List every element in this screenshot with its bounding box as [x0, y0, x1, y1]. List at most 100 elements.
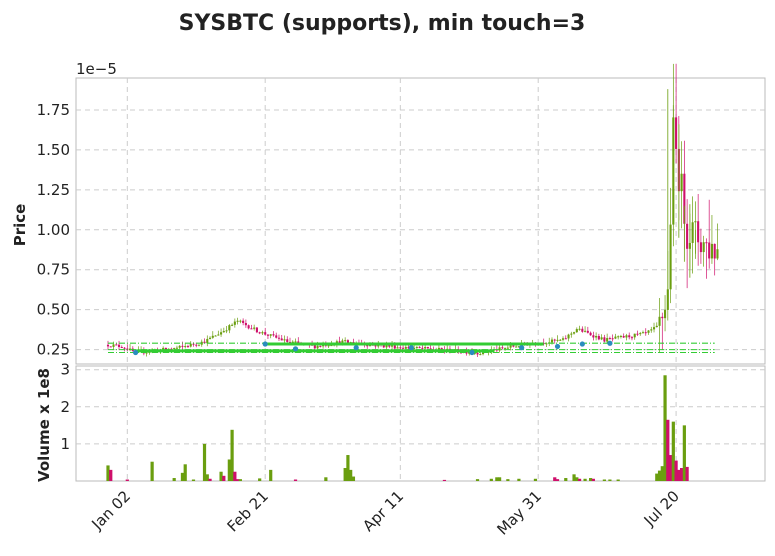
- volume-bar: [572, 474, 576, 481]
- price-axis-label: Price: [11, 204, 29, 247]
- candle-body: [639, 333, 642, 335]
- candle-body: [661, 316, 664, 319]
- candle-body: [236, 320, 239, 322]
- candle-body: [702, 242, 705, 253]
- touch-markers: [132, 340, 613, 356]
- volume-bar: [233, 471, 237, 481]
- candle-body: [686, 223, 689, 249]
- volume-bar: [180, 472, 185, 481]
- volume-bar: [230, 429, 234, 481]
- candle-body: [636, 333, 639, 335]
- volume-bar: [222, 475, 226, 481]
- candle-body: [217, 334, 220, 336]
- touch-marker: [579, 341, 585, 347]
- candle-body: [595, 335, 598, 338]
- price-panel: 0.25 0.50 0.75 1.00 1.25 1.50 1.75: [37, 63, 766, 365]
- volume-bar: [293, 479, 298, 481]
- candle-body: [561, 338, 565, 340]
- volume-bar: [583, 478, 587, 481]
- candle-body: [694, 221, 697, 223]
- candle-body: [418, 346, 421, 348]
- candle-body: [625, 335, 628, 338]
- candle-body: [117, 344, 121, 347]
- candle-body: [225, 330, 228, 332]
- candle-body: [291, 341, 294, 343]
- candle-body: [512, 345, 515, 347]
- candle-body: [680, 173, 683, 192]
- volume-bar: [442, 479, 447, 481]
- candle-body: [641, 332, 645, 334]
- volume-bar: [172, 478, 176, 481]
- candle-body: [233, 321, 236, 325]
- candle-body: [186, 346, 190, 348]
- volume-bar: [150, 461, 154, 481]
- candle-body: [647, 330, 650, 333]
- volume-panel: 1 2 3: [60, 361, 766, 482]
- candle-body: [666, 289, 669, 310]
- candle-body: [716, 249, 719, 259]
- volume-bar: [183, 464, 187, 481]
- x-tick-label: Feb 21: [224, 487, 272, 535]
- candle-body: [437, 347, 440, 350]
- candle-body: [346, 340, 349, 343]
- volume-bar: [680, 468, 684, 481]
- candle-body: [545, 343, 548, 345]
- x-tick-label: Jul 20: [640, 487, 683, 530]
- candle-body: [269, 334, 272, 336]
- candle-body: [277, 337, 281, 339]
- candle-body: [606, 338, 609, 342]
- candle-body: [550, 339, 554, 343]
- candle-body: [313, 345, 316, 349]
- candle-body: [115, 344, 118, 346]
- volume-bar: [663, 375, 667, 481]
- candle-body: [288, 341, 292, 343]
- candle-body: [479, 354, 482, 356]
- candle-body: [272, 334, 275, 336]
- price-plot-area: [75, 77, 766, 365]
- candle-body: [266, 334, 269, 336]
- volume-bar: [668, 455, 673, 481]
- candle-body: [424, 347, 427, 349]
- candle-body: [327, 345, 330, 347]
- volume-plot-area: [75, 365, 766, 482]
- price-tick-label: 1.50: [37, 141, 70, 159]
- candle-body: [109, 346, 112, 348]
- volume-bar: [238, 479, 242, 481]
- candle-body: [344, 340, 347, 342]
- candle-body: [608, 338, 611, 340]
- candle-body: [633, 333, 636, 338]
- volume-bar: [343, 468, 347, 481]
- volume-bar: [677, 469, 681, 481]
- candle-body: [178, 345, 181, 348]
- volume-bar: [269, 469, 273, 481]
- candle-body: [206, 338, 209, 344]
- volume-bars: [106, 375, 689, 481]
- candle-body: [283, 339, 286, 341]
- candle-body: [211, 335, 214, 338]
- candle-body: [192, 343, 195, 345]
- candle-body: [322, 344, 325, 347]
- candle-body: [220, 332, 223, 335]
- candle-body: [564, 338, 567, 340]
- touch-marker: [292, 346, 299, 352]
- candle-body: [390, 345, 394, 347]
- candle-body: [603, 337, 606, 342]
- price-tick-label: 1.00: [37, 221, 70, 239]
- candle-body: [589, 332, 592, 336]
- volume-bar: [671, 421, 675, 481]
- volume-bar: [577, 478, 582, 481]
- candle-body: [286, 339, 289, 342]
- candle-body: [112, 344, 115, 347]
- candle-body: [244, 322, 247, 326]
- price-scale-label: 1e−5: [76, 60, 117, 78]
- candle-body: [173, 348, 176, 350]
- touch-marker: [519, 345, 525, 351]
- candle-body: [239, 320, 242, 322]
- volume-bar: [666, 419, 670, 481]
- volume-bar: [227, 459, 231, 481]
- candle-body: [181, 345, 184, 347]
- volume-bar: [682, 425, 686, 481]
- volume-bar: [616, 479, 620, 481]
- candle-body: [699, 242, 702, 253]
